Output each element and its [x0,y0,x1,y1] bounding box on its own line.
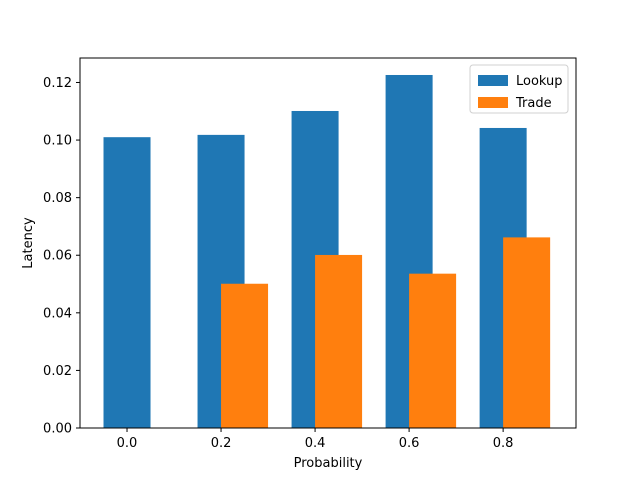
y-tick-label-2: 0.04 [43,306,72,321]
y-tick-label-4: 0.08 [43,191,72,206]
x-tick-label-3: 0.6 [399,436,420,451]
x-axis: 0.0 0.2 0.4 0.6 0.8 [117,428,514,451]
legend: Lookup Trade [469,64,569,114]
y-tick-label-6: 0.12 [43,76,72,91]
y-axis-label: Latency [21,217,36,269]
legend-swatch-lookup [478,75,508,86]
y-axis: 0.00 0.02 0.04 0.06 0.08 0.10 0.12 [43,76,80,437]
bars-group [103,74,551,429]
y-tick-label-0: 0.00 [43,422,72,437]
bar-trade-3 [503,237,551,428]
bar-trade-1 [315,254,363,428]
bar-trade-2 [409,273,457,428]
bar-trade-0 [221,283,269,428]
y-tick-label-3: 0.06 [43,249,72,264]
legend-label-lookup: Lookup [516,74,563,89]
legend-swatch-trade [478,97,508,108]
bar-lookup-0 [103,137,151,429]
x-tick-label-1: 0.2 [211,436,232,451]
y-tick-label-5: 0.10 [43,134,72,149]
x-axis-label: Probability [294,456,363,471]
legend-label-trade: Trade [515,96,552,111]
y-tick-label-1: 0.02 [43,364,72,379]
x-tick-label-2: 0.4 [305,436,326,451]
plot-frame [79,57,577,429]
x-tick-label-4: 0.8 [493,436,514,451]
x-tick-label-0: 0.0 [117,436,138,451]
